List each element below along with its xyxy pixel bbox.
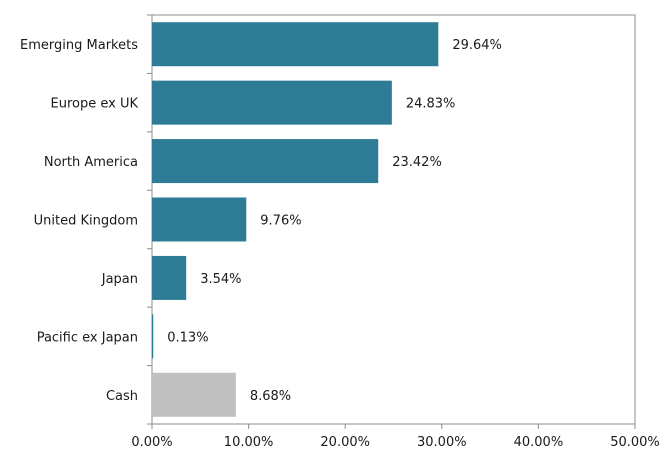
category-label: Japan bbox=[101, 272, 138, 287]
bar-united-kingdom bbox=[152, 197, 247, 242]
bar-cash bbox=[152, 372, 236, 417]
data-label: 23.42% bbox=[392, 155, 442, 170]
category-label: Pacific ex Japan bbox=[37, 330, 138, 345]
category-label: United Kingdom bbox=[34, 214, 138, 229]
data-label: 24.83% bbox=[406, 97, 456, 112]
category-label: Cash bbox=[106, 389, 138, 404]
data-label: 29.64% bbox=[452, 38, 502, 53]
x-tick-label: 0.00% bbox=[131, 435, 172, 450]
bar-europe-ex-uk bbox=[152, 80, 392, 125]
bar-japan bbox=[152, 255, 187, 300]
y-axis-ticks bbox=[147, 14, 152, 425]
bar-pacific-ex-japan bbox=[152, 314, 154, 359]
x-tick-label: 10.00% bbox=[224, 435, 274, 450]
bar-emerging-markets bbox=[152, 22, 439, 67]
value-labels: 29.64% 24.83% 23.42% 9.76% 3.54% 0.13% 8.68% bbox=[167, 38, 502, 404]
category-label: Europe ex UK bbox=[51, 97, 139, 112]
category-labels: Emerging Markets Europe ex UK North Americ… bbox=[20, 38, 138, 404]
category-label: Emerging Markets bbox=[20, 38, 138, 53]
data-label: 9.76% bbox=[260, 214, 301, 229]
category-label: North America bbox=[44, 155, 138, 170]
data-label: 8.68% bbox=[250, 389, 291, 404]
x-tick-label: 50.00% bbox=[610, 435, 660, 450]
bars-group bbox=[152, 22, 439, 417]
x-axis-ticks: 0.00% 10.00% 20.00% 30.00% 40.00% 50.00% bbox=[131, 424, 660, 450]
x-tick-label: 20.00% bbox=[320, 435, 370, 450]
data-label: 3.54% bbox=[200, 272, 241, 287]
data-label: 0.13% bbox=[167, 330, 208, 345]
bar-north-america bbox=[152, 139, 379, 184]
x-tick-label: 40.00% bbox=[514, 435, 564, 450]
x-tick-label: 30.00% bbox=[417, 435, 467, 450]
